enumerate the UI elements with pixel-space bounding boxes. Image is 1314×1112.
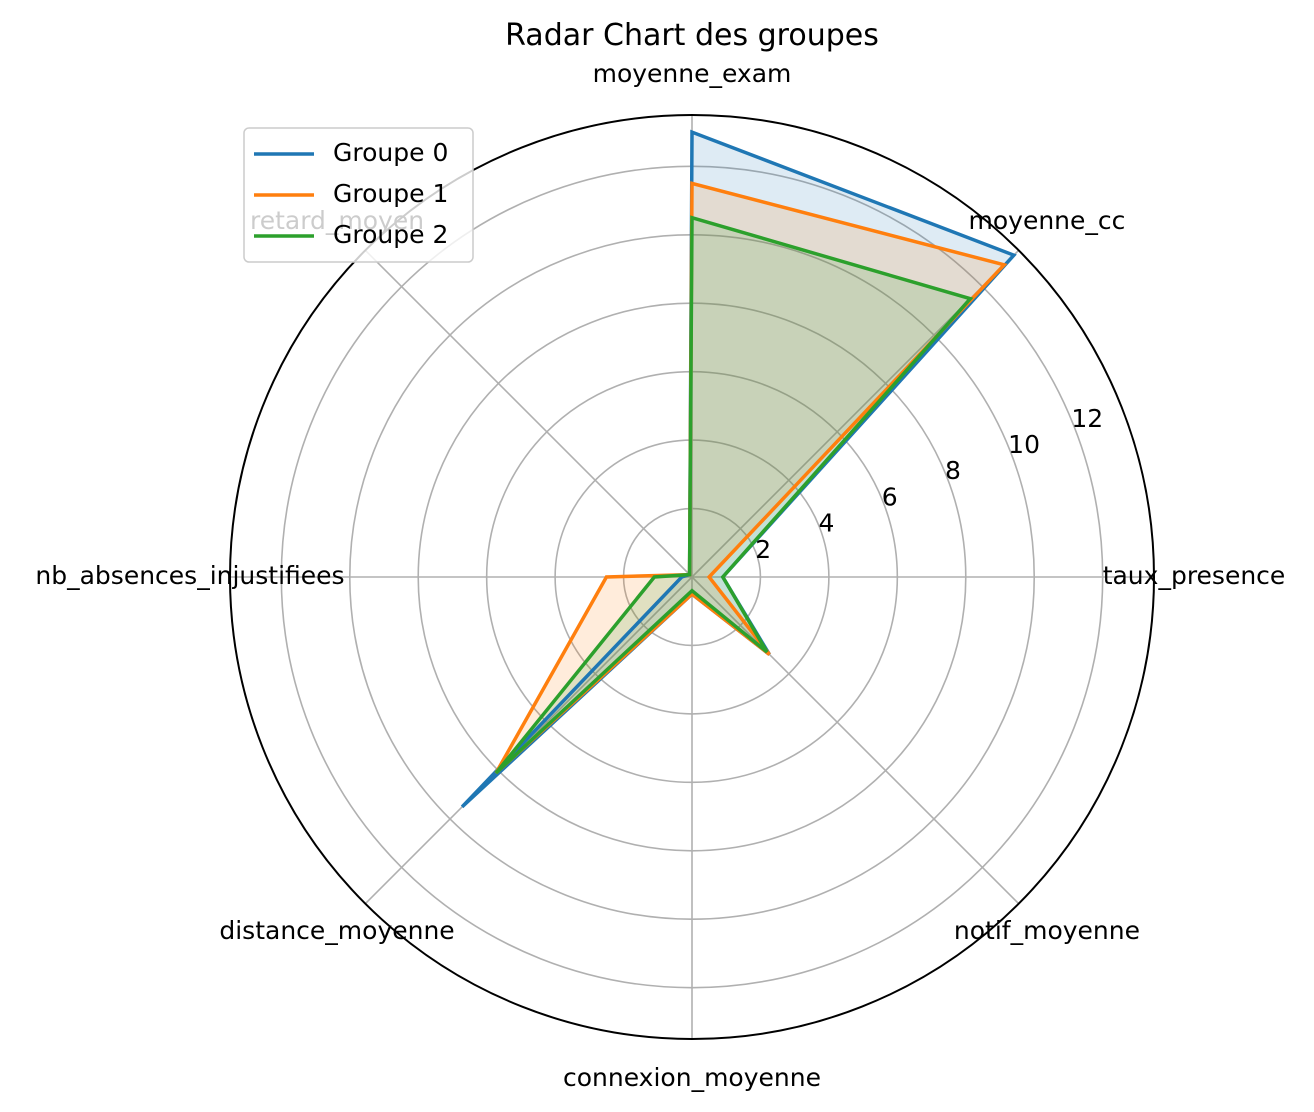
legend-label-1: Groupe 1 xyxy=(333,179,448,208)
category-label-moyenne_exam: moyenne_exam xyxy=(593,59,792,88)
series-line-2 xyxy=(494,215,974,775)
series-area-2 xyxy=(495,217,971,774)
spoke-notif_moyenne xyxy=(691,576,1020,905)
legend-box xyxy=(243,127,474,263)
series-area-0 xyxy=(462,132,1014,807)
category-label-taux_presence: taux_presence xyxy=(1103,561,1286,590)
legend-label-0: Groupe 0 xyxy=(333,138,448,167)
legend: Groupe 0 Groupe 1 Groupe 2 xyxy=(243,127,474,263)
polar-frame xyxy=(229,114,1155,1040)
category-label-connexion_moyenne: connexion_moyenne xyxy=(563,1063,821,1092)
category-label-notif_moyenne: notif_moyenne xyxy=(954,916,1140,945)
legend-label-2: Groupe 2 xyxy=(333,220,448,249)
category-label-nb_absences_injustifiees: nb_absences_injustifiees xyxy=(35,561,344,590)
radial-tick-label: 12 xyxy=(1071,404,1103,433)
category-label-moyenne_cc: moyenne_cc xyxy=(969,206,1126,235)
radial-tick-label: 8 xyxy=(945,456,961,485)
radial-tick-label: 6 xyxy=(882,482,898,511)
radial-tick-label: 10 xyxy=(1008,430,1040,459)
radial-tick-label: 2 xyxy=(755,535,771,564)
chart-title: Radar Chart des groupes xyxy=(505,18,879,53)
radial-tick-label: 4 xyxy=(818,509,834,538)
category-label-distance_moyenne: distance_moyenne xyxy=(219,916,454,945)
spoke-retard_moyen xyxy=(364,249,693,578)
series-layer xyxy=(460,129,1017,809)
series-area-1 xyxy=(495,183,1005,774)
